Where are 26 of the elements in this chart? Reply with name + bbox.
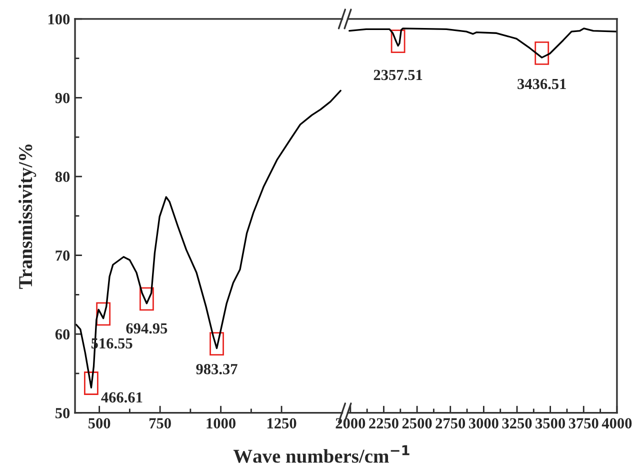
- x-tick-label: 500: [88, 418, 110, 428]
- x-tick-label: 3500: [536, 418, 566, 428]
- annotation: 2357.51: [374, 70, 422, 80]
- x-tick-label: 3250: [502, 418, 532, 428]
- x-tick-label: 2250: [369, 418, 398, 428]
- x-tick-label: 2500: [402, 418, 432, 428]
- annotation: 3436.51: [518, 78, 566, 90]
- y-tick-label: 100: [48, 14, 70, 24]
- x-tick-label: 4000: [602, 418, 632, 428]
- y-tick-label: 80: [55, 172, 70, 182]
- x-tick-label: 2750: [436, 418, 466, 428]
- x-axis-title: Wave numbers/cm$^{−1}$: [233, 445, 410, 463]
- y-tick-label: 50: [56, 408, 70, 418]
- y-tick-label: 90: [55, 92, 70, 104]
- annotation: 983.37: [196, 364, 238, 374]
- y-tick-label: 70: [56, 250, 70, 261]
- y-tick-label: 60: [55, 329, 70, 340]
- x-tick-label: 1000: [206, 418, 236, 428]
- x-tick-label: 3750: [568, 418, 598, 428]
- y-axis-title: Transmissivity/%: [18, 144, 36, 289]
- x-tick-label: 2000: [336, 418, 366, 428]
- annotation: 466.61: [101, 392, 142, 403]
- x-tick-label: 1250: [267, 418, 296, 428]
- x-tick-label: 3000: [468, 418, 498, 428]
- x-tick-label: 750: [149, 418, 171, 428]
- annotation: 694.95: [126, 323, 168, 334]
